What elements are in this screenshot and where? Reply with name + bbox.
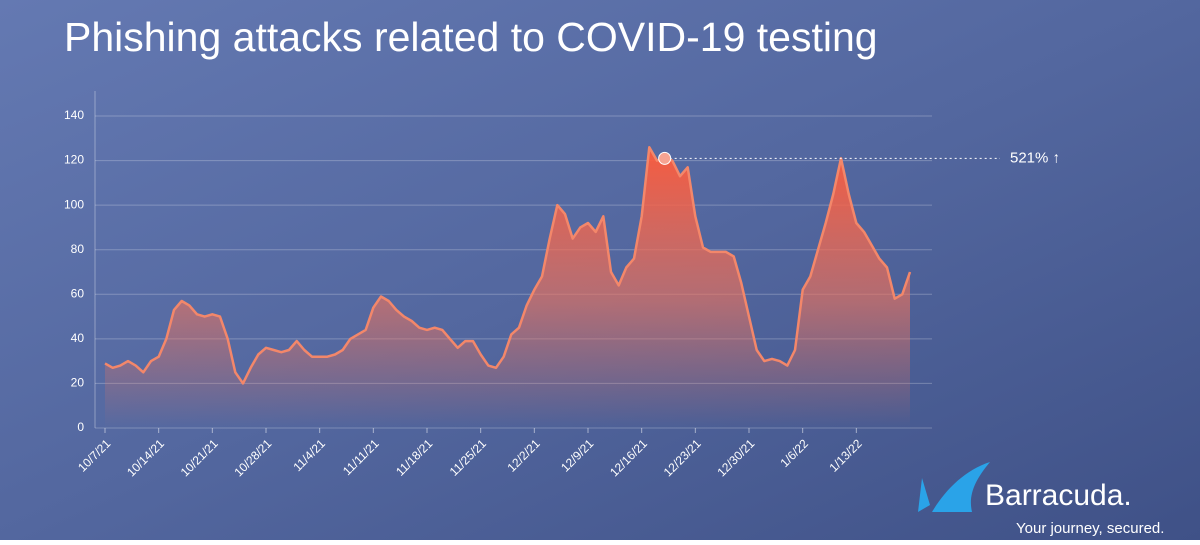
logo-tagline: Your journey, secured. — [1016, 520, 1164, 537]
y-tick-label: 80 — [71, 242, 85, 256]
logo-icon — [918, 462, 990, 512]
y-tick-label: 100 — [64, 197, 84, 211]
y-tick-label: 0 — [77, 420, 84, 434]
area-fill — [105, 147, 910, 428]
logo: Barracuda. Your journey, secured. — [918, 462, 1164, 537]
y-tick-label: 140 — [64, 108, 84, 122]
y-tick-label: 120 — [64, 153, 84, 167]
y-tick-label: 20 — [71, 376, 85, 390]
line — [104, 145, 912, 385]
chart-title: Phishing attacks related to COVID-19 tes… — [64, 14, 878, 60]
y-tick-label: 60 — [71, 286, 85, 300]
annotation-point — [658, 151, 672, 165]
y-tick-label: 40 — [71, 331, 85, 345]
annotation-label: 521% ↑ — [1010, 149, 1060, 166]
logo-name: Barracuda. — [985, 479, 1132, 512]
